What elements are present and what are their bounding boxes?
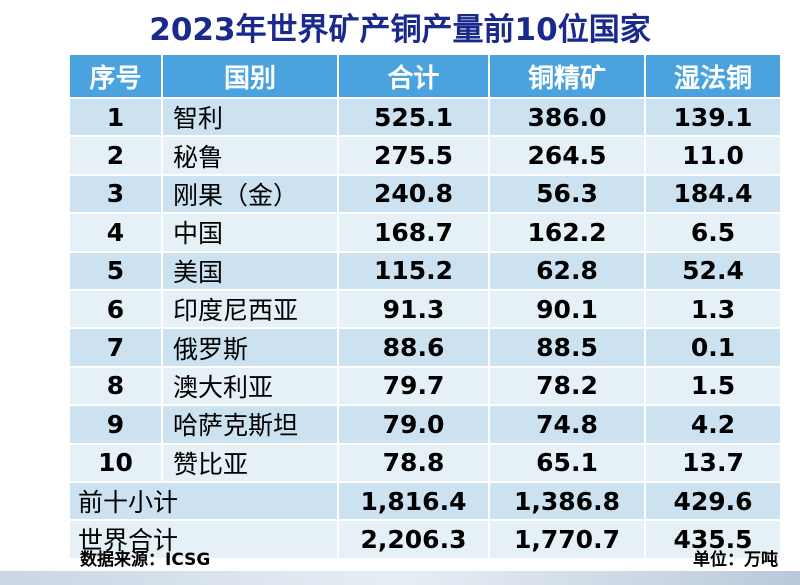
rank-cell: 5 <box>68 250 163 291</box>
table-row: 2 秘鲁 275.5 264.5 11.0 <box>68 135 782 176</box>
sxew-cell: 1.3 <box>644 288 782 330</box>
table-row: 4 中国 168.7 162.2 6.5 <box>68 212 782 253</box>
table-row: 6 印度尼西亚 91.3 90.1 1.3 <box>68 288 782 330</box>
country-cell: 秘鲁 <box>161 135 339 176</box>
subtotal-label: 前十小计 <box>68 480 339 522</box>
world-total-label: 世界合计 <box>68 519 339 560</box>
rank-cell: 4 <box>68 212 163 253</box>
country-cell: 印度尼西亚 <box>161 288 339 330</box>
concentrate-cell: 78.2 <box>488 365 646 407</box>
table-row: 1 智利 525.1 386.0 139.1 <box>68 96 782 138</box>
concentrate-cell: 386.0 <box>488 96 646 138</box>
country-cell: 赞比亚 <box>161 442 339 483</box>
header-concentrate: 铜精矿 <box>488 53 646 99</box>
concentrate-cell: 74.8 <box>488 404 646 445</box>
concentrate-cell: 90.1 <box>488 288 646 330</box>
total-cell: 275.5 <box>337 135 490 176</box>
world-total: 2,206.3 <box>337 519 490 560</box>
total-cell: 525.1 <box>337 96 490 138</box>
concentrate-cell: 162.2 <box>488 212 646 253</box>
sxew-cell: 52.4 <box>644 250 782 291</box>
sxew-cell: 184.4 <box>644 173 782 215</box>
rank-cell: 7 <box>68 327 163 368</box>
country-cell: 美国 <box>161 250 339 291</box>
world-sxew: 435.5 <box>644 519 782 560</box>
header-rank: 序号 <box>68 53 163 99</box>
header-total: 合计 <box>337 53 490 99</box>
concentrate-cell: 65.1 <box>488 442 646 483</box>
table-row: 8 澳大利亚 79.7 78.2 1.5 <box>68 365 782 407</box>
rank-cell: 10 <box>68 442 163 483</box>
subtotal-concentrate: 1,386.8 <box>488 480 646 522</box>
sxew-cell: 1.5 <box>644 365 782 407</box>
total-cell: 78.8 <box>337 442 490 483</box>
total-cell: 79.0 <box>337 404 490 445</box>
country-cell: 澳大利亚 <box>161 365 339 407</box>
bottom-decorative-band <box>0 571 800 585</box>
rank-cell: 6 <box>68 288 163 330</box>
total-cell: 79.7 <box>337 365 490 407</box>
sxew-cell: 11.0 <box>644 135 782 176</box>
subtotal-total: 1,816.4 <box>337 480 490 522</box>
table-row: 10 赞比亚 78.8 65.1 13.7 <box>68 442 782 483</box>
world-concentrate: 1,770.7 <box>488 519 646 560</box>
copper-production-table: 序号 国别 合计 铜精矿 湿法铜 1 智利 525.1 386.0 139.1 … <box>68 53 782 560</box>
country-cell: 俄罗斯 <box>161 327 339 368</box>
subtotal-row: 前十小计 1,816.4 1,386.8 429.6 <box>68 480 782 522</box>
sxew-cell: 13.7 <box>644 442 782 483</box>
sxew-cell: 6.5 <box>644 212 782 253</box>
data-source-note: 数据来源：ICSG <box>80 550 211 570</box>
rank-cell: 3 <box>68 173 163 215</box>
rank-cell: 1 <box>68 96 163 138</box>
unit-note: 单位：万吨 <box>693 550 778 570</box>
world-total-row: 世界合计 2,206.3 1,770.7 435.5 <box>68 519 782 560</box>
concentrate-cell: 56.3 <box>488 173 646 215</box>
country-cell: 刚果（金） <box>161 173 339 215</box>
page-title: 2023年世界矿产铜产量前10位国家 <box>149 12 651 48</box>
rank-cell: 8 <box>68 365 163 407</box>
table-row: 5 美国 115.2 62.8 52.4 <box>68 250 782 291</box>
country-cell: 哈萨克斯坦 <box>161 404 339 445</box>
total-cell: 88.6 <box>337 327 490 368</box>
table-header-row: 序号 国别 合计 铜精矿 湿法铜 <box>68 53 782 99</box>
concentrate-cell: 88.5 <box>488 327 646 368</box>
table-row: 7 俄罗斯 88.6 88.5 0.1 <box>68 327 782 368</box>
rank-cell: 9 <box>68 404 163 445</box>
total-cell: 240.8 <box>337 173 490 215</box>
sxew-cell: 0.1 <box>644 327 782 368</box>
total-cell: 168.7 <box>337 212 490 253</box>
country-cell: 中国 <box>161 212 339 253</box>
total-cell: 91.3 <box>337 288 490 330</box>
concentrate-cell: 62.8 <box>488 250 646 291</box>
table-row: 9 哈萨克斯坦 79.0 74.8 4.2 <box>68 404 782 445</box>
country-cell: 智利 <box>161 96 339 138</box>
subtotal-sxew: 429.6 <box>644 480 782 522</box>
table-row: 3 刚果（金） 240.8 56.3 184.4 <box>68 173 782 215</box>
concentrate-cell: 264.5 <box>488 135 646 176</box>
header-country: 国别 <box>161 53 339 99</box>
rank-cell: 2 <box>68 135 163 176</box>
sxew-cell: 139.1 <box>644 96 782 138</box>
header-sxew: 湿法铜 <box>644 53 782 99</box>
total-cell: 115.2 <box>337 250 490 291</box>
sxew-cell: 4.2 <box>644 404 782 445</box>
